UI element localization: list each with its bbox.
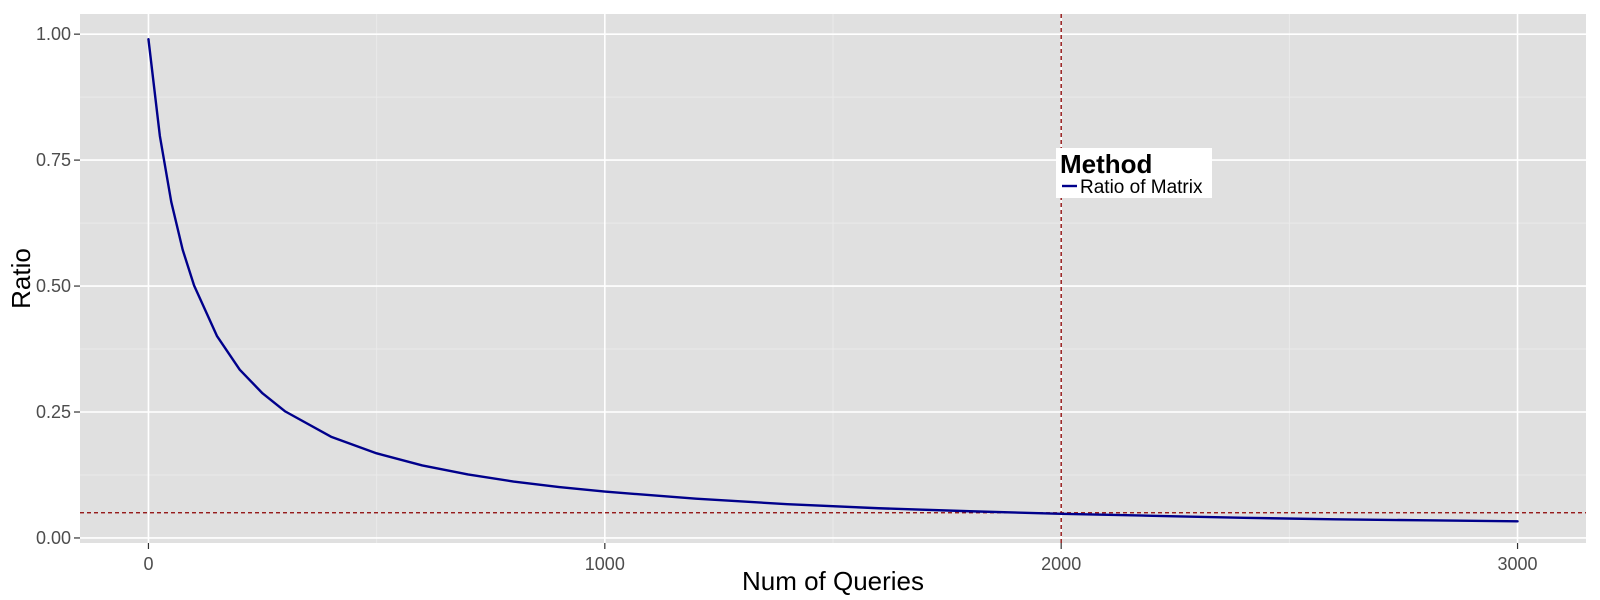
reference-lines — [80, 14, 1586, 543]
x-tick-label: 1000 — [585, 554, 625, 574]
x-tick-label: 3000 — [1498, 554, 1538, 574]
y-axis-title: Ratio — [6, 248, 36, 309]
y-tick-label: 0.50 — [36, 276, 71, 296]
minor-grid — [80, 14, 1586, 543]
series-line-ratio-of-matrix — [147, 37, 1519, 523]
y-tick-label: 0.25 — [36, 402, 71, 422]
x-tick-label: 2000 — [1041, 554, 1081, 574]
series-layer — [147, 37, 1519, 523]
major-grid — [80, 14, 1586, 543]
y-tick-label: 0.75 — [36, 150, 71, 170]
legend: Method Ratio of Matrix — [1056, 148, 1212, 198]
x-axis-title: Num of Queries — [742, 566, 924, 596]
y-tick-label: 1.00 — [36, 24, 71, 44]
y-tick-label: 0.00 — [36, 528, 71, 548]
legend-box — [1056, 148, 1212, 198]
legend-title: Method — [1060, 149, 1152, 179]
x-tick-label: 0 — [143, 554, 153, 574]
legend-label-ratio-of-matrix: Ratio of Matrix — [1080, 177, 1203, 198]
y-axis: 0.00 0.25 0.50 0.75 1.00 — [36, 24, 80, 548]
x-axis: 0 1000 2000 3000 — [143, 543, 1538, 574]
